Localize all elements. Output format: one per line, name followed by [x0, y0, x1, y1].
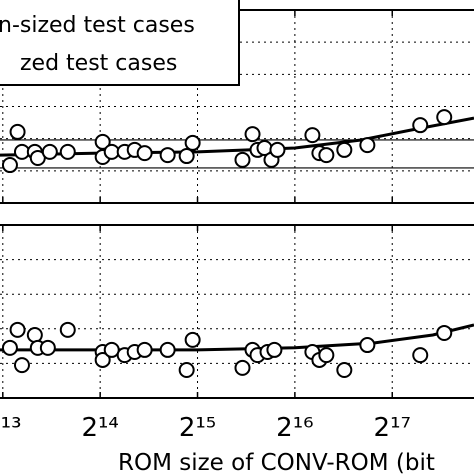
point	[94, 133, 111, 150]
point	[266, 341, 283, 358]
point	[178, 361, 195, 378]
point	[103, 143, 120, 160]
x-tick-label: 2¹³	[0, 413, 22, 443]
point	[136, 145, 153, 162]
point	[1, 157, 18, 174]
point	[13, 357, 30, 374]
point	[9, 123, 26, 140]
point	[41, 143, 58, 160]
point	[1, 339, 18, 356]
legend-label: n-sized test cases	[0, 13, 195, 38]
x-tick-label: 2¹⁴	[81, 413, 118, 443]
point	[412, 347, 429, 364]
point	[244, 126, 261, 143]
point	[336, 141, 353, 158]
x-tick-label: 2¹⁶	[276, 413, 313, 443]
point	[94, 351, 111, 368]
point	[184, 331, 201, 348]
point	[184, 134, 201, 151]
point	[436, 324, 453, 341]
point	[234, 359, 251, 376]
point	[234, 151, 251, 168]
point	[318, 347, 335, 364]
x-axis-label: ROM size of CONV-ROM (bit	[118, 450, 435, 474]
point	[359, 137, 376, 154]
point	[178, 148, 195, 165]
point	[59, 143, 76, 160]
point	[336, 361, 353, 378]
x-tick-label: 2¹⁷	[374, 413, 411, 443]
legend-label: zed test cases	[20, 51, 177, 76]
point	[9, 321, 26, 338]
point	[103, 341, 120, 358]
point	[59, 321, 76, 338]
point	[304, 127, 321, 144]
legend-box	[0, 0, 240, 86]
point	[136, 341, 153, 358]
point	[436, 109, 453, 126]
point	[269, 141, 286, 158]
point	[412, 117, 429, 134]
x-tick-label: 2¹⁵	[179, 413, 216, 443]
point	[26, 327, 43, 344]
point	[39, 339, 56, 356]
point	[318, 147, 335, 164]
panel-frame	[0, 224, 474, 399]
point	[359, 337, 376, 354]
point	[159, 147, 176, 164]
point	[159, 341, 176, 358]
